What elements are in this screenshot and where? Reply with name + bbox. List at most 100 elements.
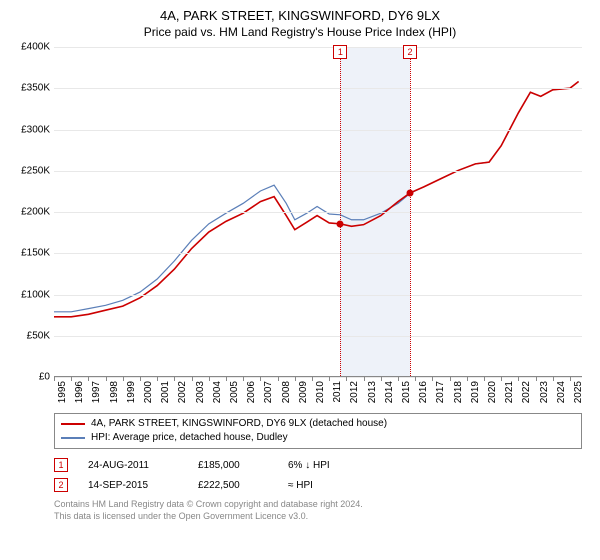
x-tick-mark <box>123 377 124 381</box>
x-tick-label: 2013 <box>367 381 378 403</box>
x-tick-label: 2000 <box>143 381 154 403</box>
gridline <box>54 253 582 254</box>
x-tick-mark <box>536 377 537 381</box>
y-tick-label: £50K <box>27 330 50 341</box>
y-axis: £0£50K£100K£150K£200K£250K£300K£350K£400… <box>10 47 54 376</box>
x-tick-mark <box>346 377 347 381</box>
x-tick-mark <box>295 377 296 381</box>
gridline <box>54 336 582 337</box>
gridline <box>54 212 582 213</box>
x-tick-mark <box>467 377 468 381</box>
legend-item: HPI: Average price, detached house, Dudl… <box>61 431 575 445</box>
x-axis: 1995199619971998199920002001200220032004… <box>54 377 582 413</box>
x-tick-label: 2006 <box>246 381 257 403</box>
y-tick-label: £100K <box>21 289 50 300</box>
sale-row-badge: 2 <box>54 478 68 492</box>
sale-dot <box>337 221 344 228</box>
x-tick-label: 2022 <box>521 381 532 403</box>
legend-swatch <box>61 437 85 439</box>
x-tick-mark <box>570 377 571 381</box>
footer-line: This data is licensed under the Open Gov… <box>54 511 590 523</box>
legend-label: 4A, PARK STREET, KINGSWINFORD, DY6 9LX (… <box>91 417 387 431</box>
x-tick-label: 2009 <box>298 381 309 403</box>
sale-row: 124-AUG-2011£185,0006% ↓ HPI <box>54 455 582 475</box>
x-tick-mark <box>501 377 502 381</box>
x-tick-label: 2024 <box>556 381 567 403</box>
x-tick-mark <box>157 377 158 381</box>
sales-table: 124-AUG-2011£185,0006% ↓ HPI214-SEP-2015… <box>54 455 582 495</box>
x-tick-mark <box>278 377 279 381</box>
x-tick-label: 2011 <box>332 381 343 403</box>
series-subject <box>54 81 579 316</box>
x-tick-label: 2001 <box>160 381 171 403</box>
gridline <box>54 171 582 172</box>
x-tick-mark <box>432 377 433 381</box>
chart-container: 4A, PARK STREET, KINGSWINFORD, DY6 9LX P… <box>0 0 600 560</box>
x-tick-label: 2019 <box>470 381 481 403</box>
x-tick-mark <box>484 377 485 381</box>
x-tick-mark <box>243 377 244 381</box>
x-tick-label: 2018 <box>453 381 464 403</box>
sale-marker-line <box>410 47 411 376</box>
x-tick-label: 1996 <box>74 381 85 403</box>
chart-title: 4A, PARK STREET, KINGSWINFORD, DY6 9LX <box>10 8 590 23</box>
sale-marker-badge: 2 <box>403 45 417 59</box>
sale-dot <box>407 190 414 197</box>
x-tick-label: 2015 <box>401 381 412 403</box>
x-tick-label: 2005 <box>229 381 240 403</box>
plot-area: £0£50K£100K£150K£200K£250K£300K£350K£400… <box>54 47 582 377</box>
x-tick-label: 2012 <box>349 381 360 403</box>
sale-marker-line <box>340 47 341 376</box>
x-tick-mark <box>106 377 107 381</box>
y-tick-label: £250K <box>21 165 50 176</box>
x-tick-mark <box>209 377 210 381</box>
title-block: 4A, PARK STREET, KINGSWINFORD, DY6 9LX P… <box>10 8 590 39</box>
x-tick-label: 2020 <box>487 381 498 403</box>
gridline <box>54 88 582 89</box>
y-tick-label: £400K <box>21 42 50 53</box>
y-tick-label: £300K <box>21 124 50 135</box>
x-tick-mark <box>312 377 313 381</box>
x-tick-mark <box>192 377 193 381</box>
x-tick-label: 2010 <box>315 381 326 403</box>
legend-swatch <box>61 423 85 425</box>
sale-row-badge: 1 <box>54 458 68 472</box>
x-tick-label: 2004 <box>212 381 223 403</box>
x-tick-label: 2008 <box>281 381 292 403</box>
sale-row-price: £185,000 <box>198 460 268 471</box>
x-tick-mark <box>226 377 227 381</box>
x-tick-label: 2021 <box>504 381 515 403</box>
x-tick-mark <box>88 377 89 381</box>
x-tick-label: 1998 <box>109 381 120 403</box>
x-tick-mark <box>553 377 554 381</box>
sale-row-diff: ≈ HPI <box>288 480 378 491</box>
sale-marker-badge: 1 <box>333 45 347 59</box>
x-tick-label: 2017 <box>435 381 446 403</box>
y-tick-label: £350K <box>21 83 50 94</box>
x-tick-mark <box>260 377 261 381</box>
legend-box: 4A, PARK STREET, KINGSWINFORD, DY6 9LX (… <box>54 413 582 449</box>
sale-row-date: 14-SEP-2015 <box>88 480 178 491</box>
footer-attribution: Contains HM Land Registry data © Crown c… <box>54 499 590 522</box>
x-tick-mark <box>174 377 175 381</box>
x-tick-label: 2016 <box>418 381 429 403</box>
sale-row-price: £222,500 <box>198 480 268 491</box>
x-tick-mark <box>329 377 330 381</box>
y-tick-label: £150K <box>21 248 50 259</box>
gridline <box>54 130 582 131</box>
x-tick-mark <box>398 377 399 381</box>
sale-row: 2 14-SEP-2015 £222,500 ≈ HPI <box>54 475 582 495</box>
x-tick-mark <box>415 377 416 381</box>
chart-subtitle: Price paid vs. HM Land Registry's House … <box>10 25 590 39</box>
x-tick-label: 2025 <box>573 381 584 403</box>
x-tick-mark <box>381 377 382 381</box>
footer-line: Contains HM Land Registry data © Crown c… <box>54 499 590 511</box>
gridline <box>54 47 582 48</box>
x-tick-label: 2023 <box>539 381 550 403</box>
x-tick-label: 1995 <box>57 381 68 403</box>
legend-item: 4A, PARK STREET, KINGSWINFORD, DY6 9LX (… <box>61 417 575 431</box>
x-tick-mark <box>364 377 365 381</box>
x-tick-label: 1997 <box>91 381 102 403</box>
y-tick-label: £0 <box>39 372 50 383</box>
x-tick-mark <box>518 377 519 381</box>
